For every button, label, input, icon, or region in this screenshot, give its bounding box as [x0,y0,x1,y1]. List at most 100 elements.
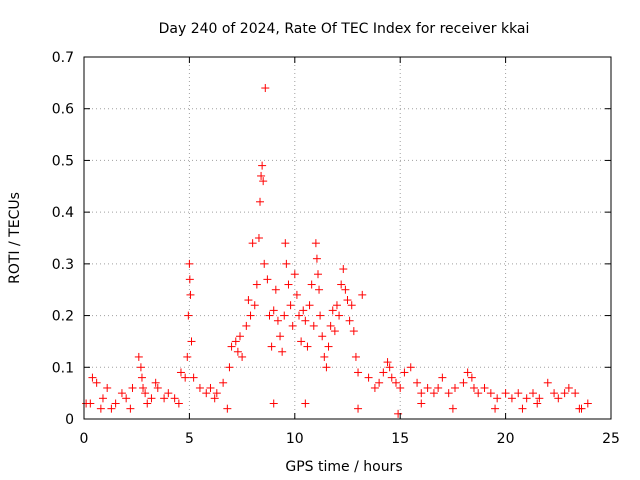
data-point [396,383,405,392]
data-point [493,394,502,403]
data-point [185,275,194,284]
data-point [343,296,352,305]
data-point [459,378,468,387]
data-point [305,301,314,310]
y-tick-label: 0.5 [52,153,74,169]
data-point [332,301,341,310]
data-point [248,239,257,248]
data-point [322,363,331,372]
y-axis-label: ROTI / TECUs [7,192,23,284]
data-point [276,332,285,341]
data-point [303,342,312,351]
data-point [269,306,278,315]
data-point [400,368,409,377]
data-point [583,399,592,408]
data-point [189,373,198,382]
grid-lines [84,57,611,419]
data-point [259,177,268,186]
data-point [550,389,559,398]
data-point [501,389,510,398]
data-point [295,311,304,320]
data-point [128,383,137,392]
data-point [186,290,195,299]
data-point [281,239,290,248]
data-point [256,197,265,206]
data-point [235,332,244,341]
data-point [233,347,242,356]
data-point [341,285,350,294]
data-point [117,389,126,398]
data-point [260,259,269,268]
data-point [413,378,422,387]
data-point [379,368,388,377]
data-point [202,389,211,398]
data-point [103,383,112,392]
data-point [571,389,580,398]
data-point [486,389,495,398]
data-point [339,265,348,274]
data-point [137,373,146,382]
data-point [434,383,443,392]
data-point [328,306,337,315]
x-tick-label: 5 [185,431,194,447]
data-point [444,389,453,398]
data-point [164,389,173,398]
data-point [417,399,426,408]
data-point [467,373,476,382]
data-point [324,342,333,351]
data-point [358,290,367,299]
data-point [242,321,251,330]
data-point [136,363,145,372]
data-point [92,378,101,387]
data-point [223,404,232,413]
data-point [326,321,335,330]
data-point [153,383,162,392]
data-point [469,383,478,392]
data-point [385,363,394,372]
data-point [286,301,295,310]
data-point [184,311,193,320]
data-point [86,399,95,408]
data-point [347,301,356,310]
data-point [429,389,438,398]
data-point [451,383,460,392]
y-tick-label: 0.3 [52,257,74,273]
data-point [448,404,457,413]
y-tick-labels: 0 0.1 0.2 0.3 0.4 0.5 0.6 0.7 [52,50,74,428]
data-point [507,394,516,403]
data-point [313,270,322,279]
data-point [254,234,263,242]
data-point [337,280,346,289]
data-point [391,378,400,387]
data-point [290,270,299,279]
data-point [210,394,219,403]
data-point [160,394,169,403]
data-point [354,404,363,413]
data-point [88,373,97,382]
data-point [318,332,327,341]
data-point [183,352,192,361]
data-point [394,409,403,418]
data-point [244,296,253,305]
data-point [139,383,148,392]
data-point [170,394,179,403]
data-point [284,280,293,289]
data-point [267,342,276,351]
data-point [320,352,329,361]
data-point [406,363,415,372]
data-point [543,378,552,387]
chart-title: Day 240 of 2024, Rate Of TEC Index for r… [159,21,530,37]
data-point [349,327,358,336]
data-point [330,327,339,336]
x-tick-labels: 0 5 10 15 20 25 [80,431,620,447]
data-point [280,311,289,320]
data-point [252,280,261,289]
data-point [250,301,259,310]
data-point [301,399,310,408]
data-point [364,373,373,382]
data-point [315,285,324,294]
x-axis-label: GPS time / hours [285,459,402,475]
data-point [219,378,228,387]
data-point [518,404,527,413]
data-point [345,316,354,325]
